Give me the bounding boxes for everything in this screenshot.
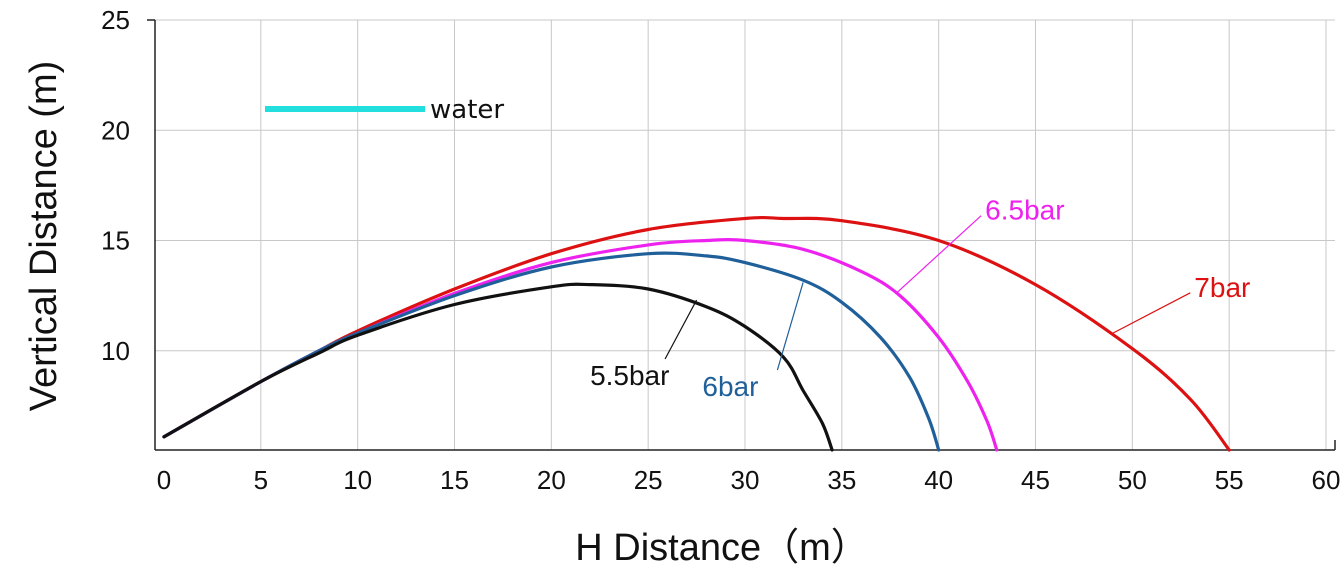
annotation-label-5.5bar: 5.5bar (590, 360, 669, 391)
annotation-label-6bar: 6bar (702, 371, 758, 402)
axes (147, 19, 1336, 451)
y-tick-label-15: 15 (101, 226, 130, 256)
x-tick-label-40: 40 (924, 465, 953, 495)
x-tick-label-20: 20 (537, 465, 566, 495)
x-axis-title: H Distance（m） (575, 527, 869, 569)
x-tick-label-35: 35 (827, 465, 856, 495)
x-tick-label-10: 10 (343, 465, 372, 495)
data-series (162, 215, 1231, 452)
x-tick-label-50: 50 (1118, 465, 1147, 495)
annotation-leader-6bar (776, 282, 804, 371)
annotation-label-6.5bar: 6.5bar (985, 195, 1064, 226)
annotation-leader-6.5bar (895, 215, 982, 294)
annotation-leader-5.5bar (664, 299, 698, 360)
series-line-5.5bar (162, 282, 834, 452)
legend: water (265, 95, 504, 125)
y-tick-label-10: 10 (101, 336, 130, 366)
x-tick-label-60: 60 (1312, 465, 1341, 495)
annotation-label-7bar: 7bar (1194, 272, 1250, 303)
y-tick-label-25: 25 (101, 5, 130, 35)
annotation-leader-7bar (1112, 292, 1191, 334)
series-annotations: 5.5bar 6bar 6.5bar 7bar (590, 195, 1250, 402)
x-tick-label-5: 5 (254, 465, 268, 495)
y-axis-title: Vertical Distance (m) (23, 61, 65, 412)
x-tick-label-55: 55 (1215, 465, 1244, 495)
legend-label-water: water (430, 95, 504, 125)
tick-labels: 0 5 10 15 20 25 30 35 40 45 50 55 60 10 15 20 25 (101, 5, 1340, 495)
x-tick-label-15: 15 (440, 465, 469, 495)
x-tick-label-30: 30 (731, 465, 760, 495)
x-tick-label-45: 45 (1021, 465, 1050, 495)
x-tick-label-25: 25 (634, 465, 663, 495)
x-tick-label-0: 0 (157, 465, 171, 495)
y-tick-label-20: 20 (101, 115, 130, 145)
series-line-6bar (162, 251, 941, 452)
